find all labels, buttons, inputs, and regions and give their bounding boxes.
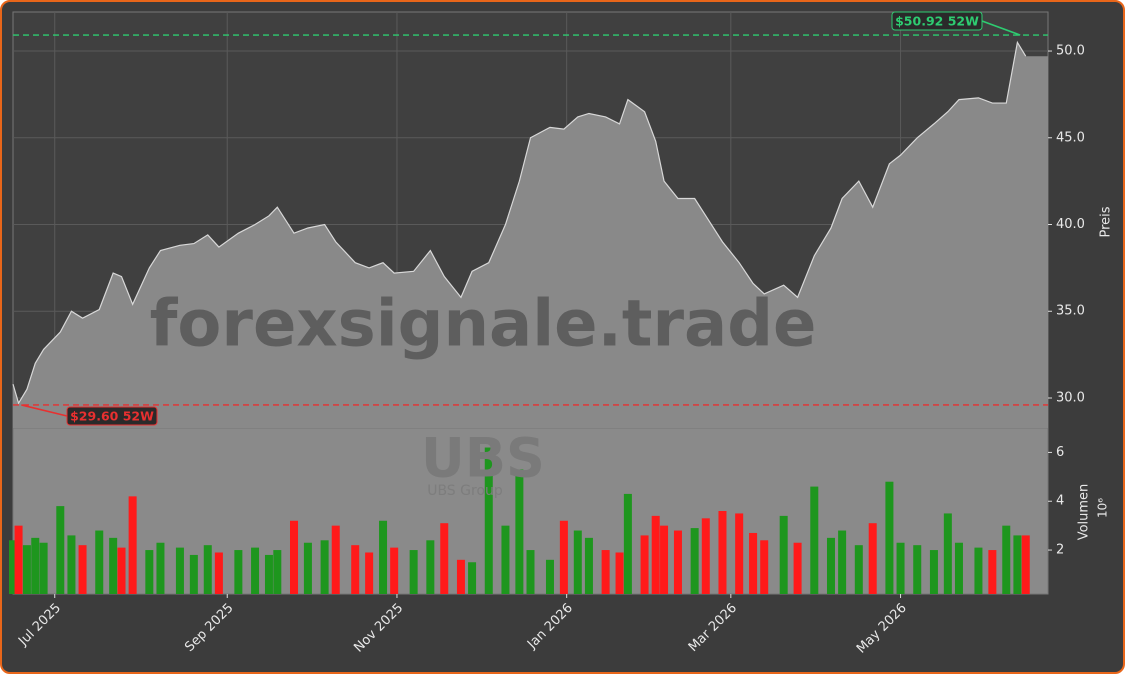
volume-bar xyxy=(203,545,212,594)
volume-bar xyxy=(623,493,632,594)
volume-bar xyxy=(468,562,477,594)
price-line xyxy=(12,40,1027,405)
volume-bar xyxy=(913,545,922,594)
volume-bar xyxy=(640,535,649,594)
volume-bar xyxy=(954,542,963,594)
volume-bar xyxy=(214,552,223,594)
volume-bar xyxy=(1002,525,1011,594)
volume-bar xyxy=(67,535,76,594)
volume-bar xyxy=(974,547,983,594)
volume-bar xyxy=(128,496,137,594)
volume-bar xyxy=(1021,535,1030,594)
volume-bar xyxy=(943,513,952,594)
volume-bar xyxy=(56,506,65,594)
high-arrow xyxy=(981,20,1021,36)
volume-bar xyxy=(735,513,744,594)
volume-bar xyxy=(929,550,938,594)
volume-bar xyxy=(988,550,997,594)
y2-axis-label: Volumen xyxy=(1077,484,1092,541)
volume-bar xyxy=(145,550,154,594)
volume-bar xyxy=(409,550,418,594)
low-box xyxy=(66,406,158,426)
volume-bar xyxy=(779,515,788,594)
y-tick-label: 50.0 xyxy=(1056,44,1085,59)
volume-bar xyxy=(885,481,894,594)
volume-bar xyxy=(515,469,524,594)
volume-bar xyxy=(760,540,769,594)
volume-bar xyxy=(390,547,399,594)
volume-bar xyxy=(351,545,360,594)
volume-bar xyxy=(264,554,273,594)
y-tick-label: 30.0 xyxy=(1056,390,1085,405)
volume-bar xyxy=(117,547,126,594)
company-watermark: UBS Group xyxy=(427,483,503,499)
y2-tick-label: 4 xyxy=(1056,494,1064,509)
high-label: $50.92 52W xyxy=(895,14,979,29)
volume-bar xyxy=(660,525,669,594)
volume-bar xyxy=(584,537,593,594)
symbol-watermark: UBS xyxy=(421,427,545,490)
volume-bar xyxy=(810,486,819,594)
volume-bar xyxy=(1013,535,1022,594)
volume-bar xyxy=(303,542,312,594)
volume-bar xyxy=(156,542,165,594)
volume-bar xyxy=(109,537,118,594)
volume-bar xyxy=(234,550,243,594)
y-tick-label: 40.0 xyxy=(1056,217,1085,232)
volume-bar xyxy=(365,552,374,594)
volume-bar xyxy=(896,542,905,594)
price-area xyxy=(13,42,1048,428)
volume-bar xyxy=(320,540,329,594)
volume-bar xyxy=(573,530,582,594)
volume-bar xyxy=(95,530,104,594)
volume-bar xyxy=(175,547,184,594)
volume-bar xyxy=(9,540,17,594)
y2-offset: 10⁶ xyxy=(1096,498,1110,518)
volume-bar xyxy=(718,511,727,594)
volume-bar xyxy=(868,523,877,594)
volume-bar xyxy=(701,518,710,594)
volume-bar xyxy=(14,525,23,594)
volume-bar xyxy=(690,528,699,594)
low-label: $29.60 52W xyxy=(70,409,154,424)
high-box xyxy=(891,11,983,31)
volume-bar xyxy=(501,525,510,594)
volume-bar xyxy=(673,530,682,594)
volume-bar xyxy=(426,540,435,594)
y-tick-label: 45.0 xyxy=(1056,130,1085,145)
volume-bar xyxy=(826,537,835,594)
volume-bar xyxy=(793,542,802,594)
y2-tick-label: 6 xyxy=(1056,445,1064,460)
volume-bar xyxy=(651,515,660,594)
volume-bar xyxy=(854,545,863,594)
volume-bar xyxy=(456,559,465,594)
volume-bar xyxy=(78,545,87,594)
low-arrow xyxy=(21,404,68,417)
volume-bar xyxy=(22,545,31,594)
volume-bar xyxy=(440,523,449,594)
volume-bar xyxy=(526,550,535,594)
volume-bar xyxy=(379,520,388,594)
volume-bar xyxy=(615,552,624,594)
volume-bar xyxy=(39,542,48,594)
volume-bar xyxy=(31,537,40,594)
volume-bar xyxy=(331,525,340,594)
volume-bar xyxy=(601,550,610,594)
volume-bar xyxy=(189,554,198,594)
volume-bar xyxy=(545,559,554,594)
volume-bar xyxy=(273,550,282,594)
y-tick-label: 35.0 xyxy=(1056,304,1085,319)
y2-tick-label: 2 xyxy=(1056,543,1064,558)
watermark: forexsignale.trade xyxy=(150,288,817,362)
volume-bar xyxy=(484,447,493,594)
volume-bar xyxy=(559,520,568,594)
volume-bar xyxy=(838,530,847,594)
volume-bar xyxy=(290,520,299,594)
volume-bar xyxy=(749,532,758,594)
y-axis-label: Preis xyxy=(1099,206,1114,237)
volume-bar xyxy=(251,547,260,594)
